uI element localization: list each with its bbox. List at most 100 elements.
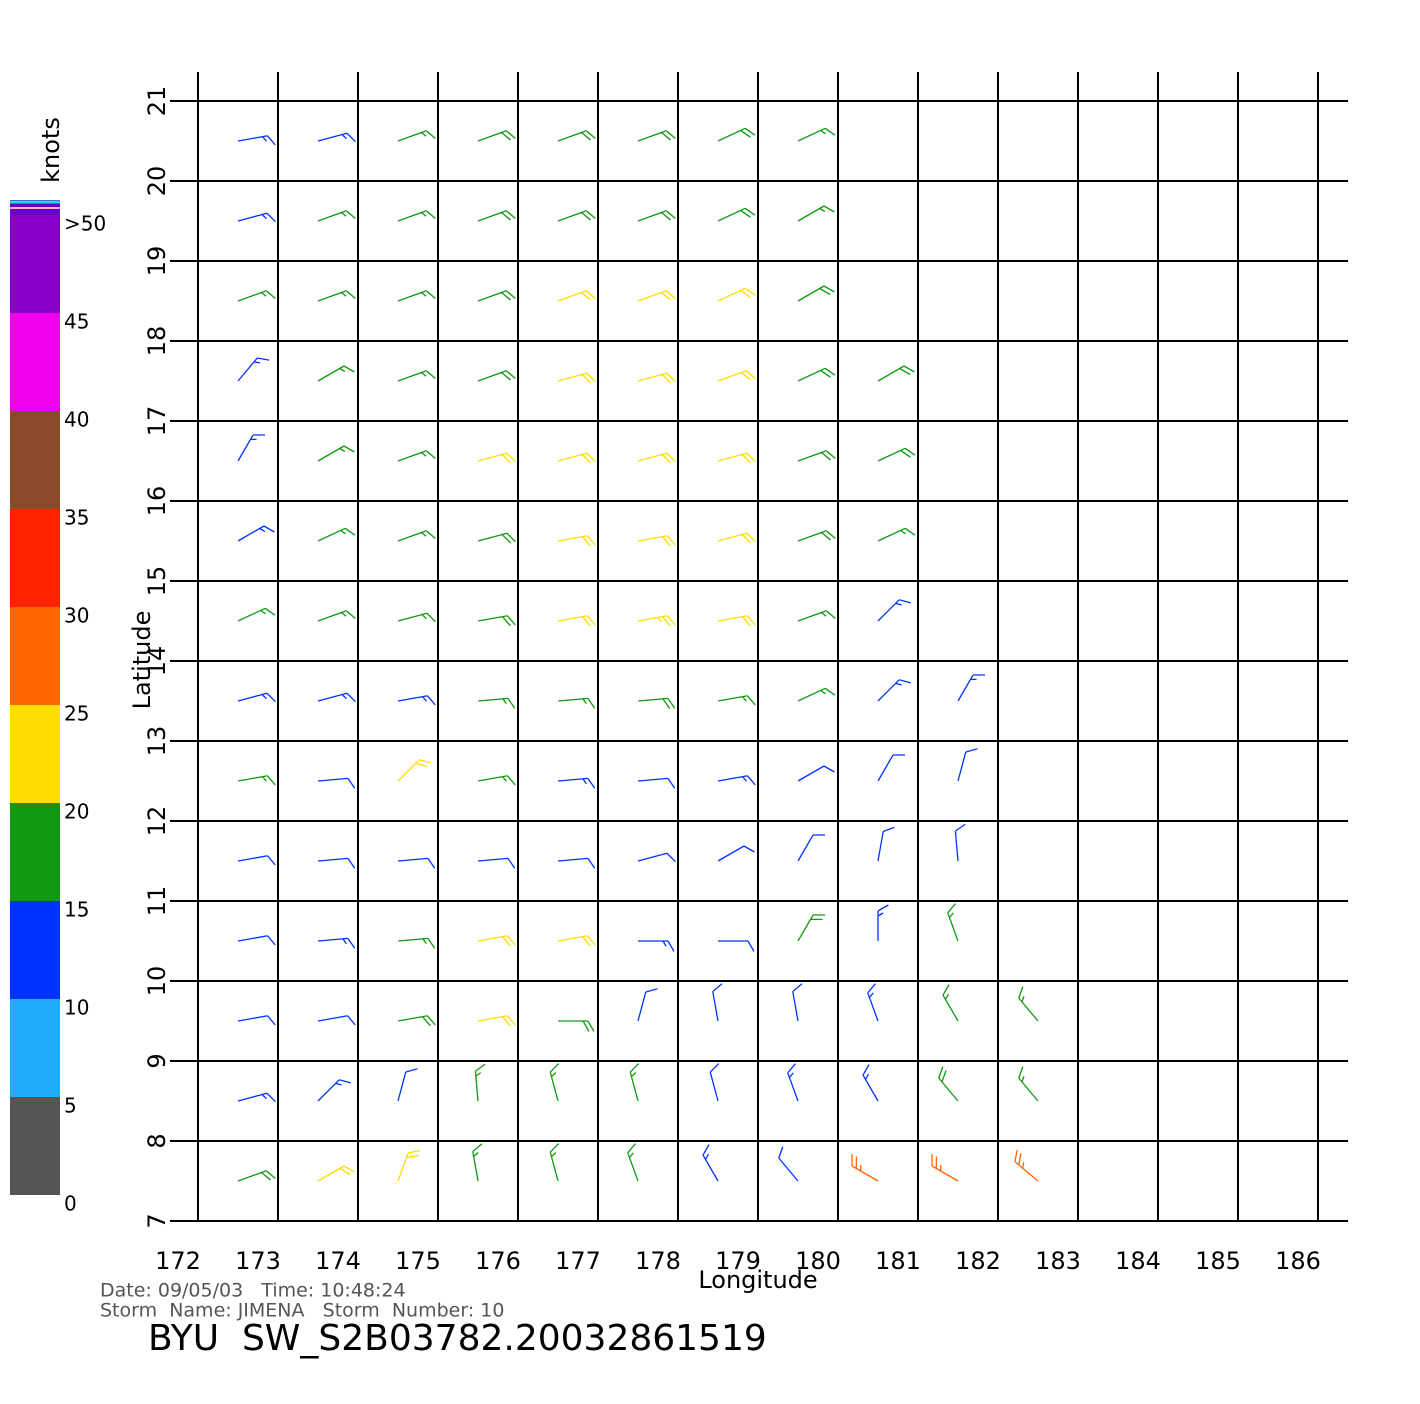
- wind-barb: [237, 692, 276, 703]
- colorbar-band: [10, 999, 60, 1097]
- y-tick-label: 12: [143, 806, 171, 837]
- y-tick-label: 19: [143, 246, 171, 277]
- wind-barb: [397, 210, 436, 222]
- wind-barb: [397, 1068, 418, 1102]
- wind-barb: [637, 452, 676, 464]
- wind-barb: [637, 852, 676, 863]
- x-tick-label: 172: [155, 1247, 201, 1275]
- wind-barb: [557, 857, 596, 869]
- wind-barb: [1018, 986, 1039, 1022]
- wind-barb: [712, 983, 723, 1022]
- wind-barb: [718, 940, 755, 952]
- wind-barb: [717, 370, 756, 382]
- wind-barb: [717, 452, 756, 464]
- wind-barb: [317, 365, 355, 382]
- x-tick-label: 174: [315, 1247, 361, 1275]
- colorbar-tick-label: 30: [64, 604, 89, 628]
- y-tick-label: 14: [143, 646, 171, 677]
- wind-barb: [957, 674, 985, 702]
- x-tick-label: 184: [1115, 1247, 1161, 1275]
- colorbar-label: knots: [37, 117, 65, 183]
- wind-barb: [317, 1079, 351, 1102]
- x-tick-label: 185: [1195, 1247, 1241, 1275]
- wind-barb: [787, 1063, 799, 1102]
- wind-barb: [797, 127, 836, 142]
- y-tick-label: 18: [143, 326, 171, 357]
- wind-barb: [717, 775, 756, 786]
- wind-barb: [397, 130, 436, 142]
- wind-barb: [557, 290, 596, 302]
- wind-barb: [474, 1063, 486, 1102]
- wind-barb: [867, 983, 879, 1022]
- wind-barb: [717, 287, 756, 302]
- y-tick-label: 17: [143, 406, 171, 437]
- wind-barb: [877, 679, 911, 702]
- wind-barb: [797, 367, 836, 382]
- wind-barb: [317, 210, 356, 222]
- colorbar-band: [10, 509, 60, 607]
- wind-barb: [637, 290, 676, 302]
- wind-barb: [237, 935, 276, 946]
- x-axis-label: Longitude: [698, 1266, 817, 1294]
- wind-barb: [877, 904, 889, 941]
- colorbar-band: [10, 1097, 60, 1195]
- x-tick-label: 173: [235, 1247, 281, 1275]
- x-tick-label: 178: [635, 1247, 681, 1275]
- wind-barb: [237, 357, 270, 382]
- wind-barb: [637, 372, 676, 384]
- wind-barb: [317, 857, 356, 869]
- x-tick-label: 176: [475, 1247, 521, 1275]
- wind-barb: [237, 525, 275, 542]
- wind-barb: [317, 937, 356, 949]
- colorbar-band: [10, 901, 60, 999]
- wind-barb: [477, 857, 516, 869]
- colorbar-tick-label: 25: [64, 702, 89, 726]
- annotation: Date: 09/05/03 Time: 10:48:24: [100, 1280, 406, 1302]
- colorbar-tick-label: >50: [64, 212, 106, 236]
- x-tick-label: 179: [715, 1247, 761, 1275]
- wind-barb: [317, 445, 355, 462]
- wind-barb: [637, 615, 676, 627]
- wind-barb: [317, 610, 356, 622]
- wind-barb: [954, 823, 966, 862]
- colorbar-band: [10, 313, 60, 411]
- wind-barb: [317, 290, 356, 302]
- wind-barb: [237, 434, 265, 462]
- wind-barb: [558, 1020, 595, 1032]
- wind-barb: [557, 777, 596, 789]
- wind-barb: [957, 748, 978, 782]
- wind-barb: [477, 1015, 516, 1027]
- wind-barb: [938, 1066, 959, 1102]
- wind-barb: [947, 903, 959, 942]
- wind-barb: [877, 447, 916, 462]
- y-tick-label: 13: [143, 726, 171, 757]
- wind-barb: [477, 697, 516, 709]
- colorbar-tick-label: 15: [64, 898, 89, 922]
- wind-barb: [237, 607, 276, 622]
- wind-barb: [557, 130, 596, 142]
- wind-barb: [862, 1064, 879, 1102]
- x-tick-label: 181: [875, 1247, 921, 1275]
- wind-barb: [237, 1092, 276, 1103]
- wind-barb: [397, 695, 436, 706]
- colorbar-band: [10, 705, 60, 803]
- wind-barb: [477, 370, 516, 382]
- wind-barb: [477, 532, 516, 544]
- colorbar-band: [10, 411, 60, 509]
- colorbar-tick-label: 0: [64, 1192, 77, 1216]
- wind-barb: [477, 615, 516, 627]
- x-tick-label: 183: [1035, 1247, 1081, 1275]
- wind-barb: [877, 365, 915, 382]
- wind-barb: [717, 207, 756, 222]
- wind-barb: [797, 450, 836, 462]
- wind-barb: [237, 855, 276, 866]
- wind-barb: [477, 775, 516, 786]
- wind-barb: [627, 1143, 639, 1182]
- wind-barb: [557, 697, 596, 709]
- colorbar-band: [10, 607, 60, 705]
- wind-barb: [549, 1143, 560, 1182]
- colorbar-tick-label: 40: [64, 408, 89, 432]
- wind-barb: [637, 988, 658, 1022]
- wind-barb: [717, 845, 755, 862]
- wind-barb: [797, 834, 825, 862]
